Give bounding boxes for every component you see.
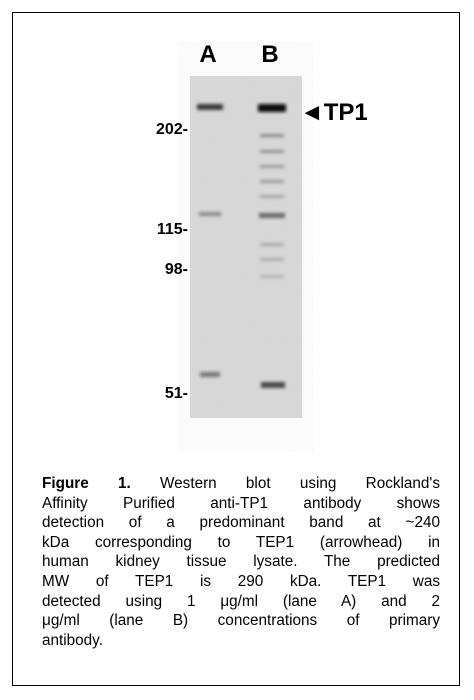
marker-label: 202- (156, 121, 188, 138)
marker-label: 51- (165, 385, 188, 402)
caption-line: antibody. (42, 631, 440, 651)
arrow-label: ◄TP1 (300, 99, 368, 126)
caption-line: Affinity Purified anti-TP1 antibody show… (42, 494, 440, 514)
caption-text: MW of TEP1 is 290 kDa. TEP1 was (42, 573, 440, 590)
caption-text: kDa corresponding to TEP1 (arrowhead) in (42, 534, 440, 551)
marker-label: 98- (165, 261, 188, 278)
caption-text: Western blot using Rockland's (160, 475, 440, 492)
marker-label: 115- (157, 221, 188, 238)
caption-text: antibody. (42, 632, 103, 649)
caption-text: Affinity Purified anti-TP1 antibody show… (42, 495, 440, 512)
page: A B 202- 115- 98- 51- ◄TP1 Figure 1. Wes… (0, 0, 474, 700)
caption-line: Figure 1. Western blot using Rockland's (42, 474, 440, 494)
caption-line: μg/ml (lane B) concentrations of primary (42, 611, 440, 631)
blot-image (190, 76, 302, 418)
lane-label: B (261, 41, 278, 68)
caption-line: detection of a predominant band at ~240 (42, 513, 440, 533)
caption-text: human kidney tissue lysate. The predicte… (42, 553, 440, 570)
caption-line: human kidney tissue lysate. The predicte… (42, 552, 440, 572)
caption-line: detected using 1 μg/ml (lane A) and 2 (42, 592, 440, 612)
caption-text: detected using 1 μg/ml (lane A) and 2 (42, 593, 440, 610)
blot-figure: A B 202- 115- 98- 51- ◄TP1 (0, 0, 474, 470)
lane-label: A (199, 41, 216, 68)
caption-line: kDa corresponding to TEP1 (arrowhead) in (42, 533, 440, 553)
caption-label: Figure 1. (42, 475, 131, 492)
caption-line: MW of TEP1 is 290 kDa. TEP1 was (42, 572, 440, 592)
caption-text: detection of a predominant band at ~240 (42, 514, 440, 531)
caption-text: μg/ml (lane B) concentrations of primary (42, 612, 440, 629)
